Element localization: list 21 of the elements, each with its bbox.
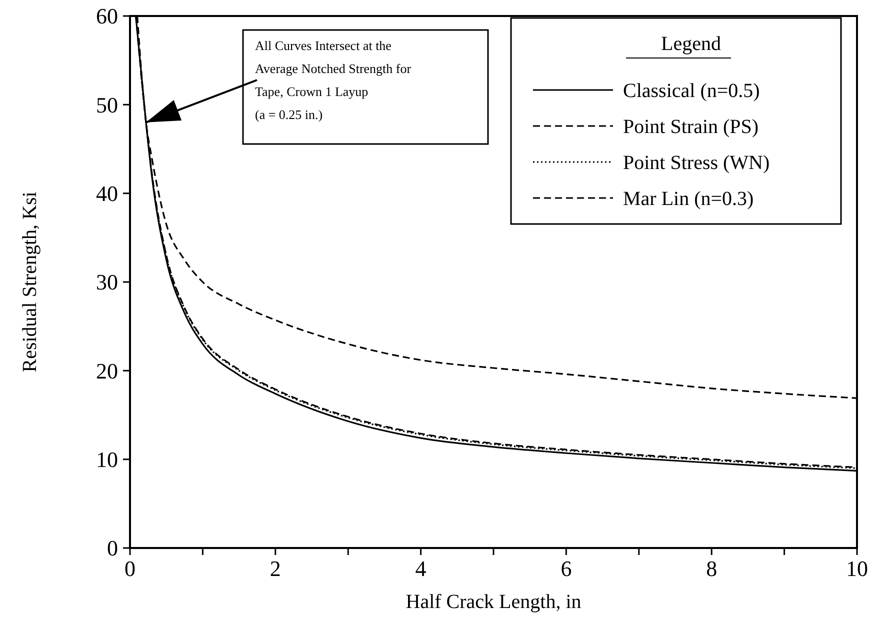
y-tick-label: 40 <box>96 181 118 206</box>
x-axis-title: Half Crack Length, in <box>406 591 582 613</box>
legend-label: Point Strain (PS) <box>623 116 759 138</box>
x-tick-label: 8 <box>706 556 718 581</box>
legend-label: Classical (n=0.5) <box>623 80 760 102</box>
y-tick-label: 30 <box>96 270 118 295</box>
annotation: All Curves Intersect at the Average Notched Strength for Tape, Crown 1 Layup (a = 0.25 in.) <box>255 38 412 122</box>
x-tick-label: 10 <box>846 556 868 581</box>
y-axis-title: Residual Strength, Ksi <box>19 191 41 372</box>
legend-label: Point Stress (WN) <box>623 152 770 174</box>
y-tick-label: 10 <box>96 447 118 472</box>
legend-label: Mar Lin (n=0.3) <box>623 188 754 210</box>
x-tick-label: 2 <box>270 556 281 581</box>
x-tick-label: 0 <box>124 556 136 581</box>
legend-title: Legend <box>661 33 721 55</box>
y-tick-label: 50 <box>96 92 118 118</box>
y-tick-label: 0 <box>107 536 118 561</box>
x-tick-label: 4 <box>415 556 426 581</box>
y-tick-label: 60 <box>96 4 118 29</box>
x-tick-label: 6 <box>560 556 572 581</box>
y-tick-label: 20 <box>96 358 118 384</box>
